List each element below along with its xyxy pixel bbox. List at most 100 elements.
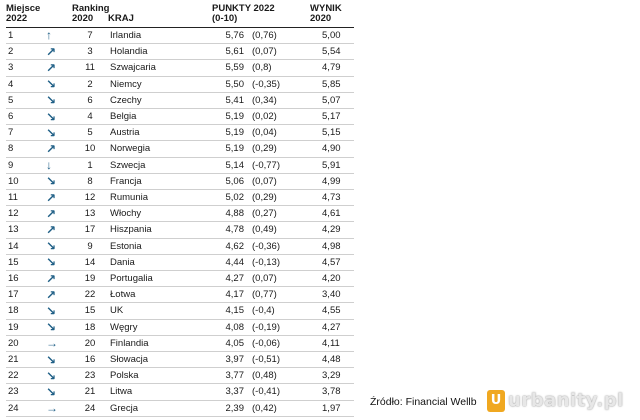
trend-cell: ↘: [46, 302, 72, 320]
table-row: 23 ↘ 21 Litwa 3,37 (-0,41) 3,78: [6, 383, 355, 401]
rank-2020-cell: 12: [72, 189, 108, 207]
trend-cell: ↗: [46, 189, 72, 207]
score-2020-cell: 4,11: [310, 335, 355, 353]
table-row: 7 ↘ 5 Austria 5,19 (0,04) 5,15: [6, 124, 355, 142]
points-2022-cell: 3,97: [212, 351, 248, 369]
score-2020-cell: 3,78: [310, 383, 355, 401]
points-2022-cell: 5,02: [212, 189, 248, 207]
header-points: PUNKTY 2022 (0-10): [212, 4, 311, 28]
points-change-cell: (-0,35): [248, 76, 311, 93]
watermark-text: urbanity.pl: [508, 390, 624, 411]
table-row: 15 ↘ 14 Dania 4,44 (-0,13) 4,57: [6, 254, 355, 272]
table-row: 17 ↗ 22 Łotwa 4,17 (0,77) 3,40: [6, 286, 355, 304]
trend-cell: ↘: [46, 383, 72, 401]
rank-2022-cell: 14: [6, 238, 46, 255]
table-row: 8 ↗ 10 Norwegia 5,19 (0,29) 4,90: [6, 140, 355, 158]
points-change-cell: (0,42): [248, 400, 311, 417]
score-2020-cell: 3,29: [310, 367, 355, 385]
arrow-right-icon: →: [46, 336, 58, 351]
rank-2022-cell: 11: [6, 189, 46, 207]
points-change-cell: (-0,51): [248, 351, 311, 369]
table-row: 21 ↘ 16 Słowacja 3,97 (-0,51) 4,48: [6, 351, 355, 369]
arrow-up-right-icon: ↗: [46, 60, 57, 75]
country-cell: Szwajcaria: [108, 59, 212, 77]
country-cell: Belgia: [108, 108, 212, 126]
points-change-cell: (-0,77): [248, 157, 311, 174]
score-2020-cell: 5,91: [310, 157, 355, 174]
arrow-up-right-icon: ↗: [46, 287, 57, 302]
country-cell: Irlandia: [108, 27, 212, 45]
trend-cell: ↗: [46, 205, 72, 223]
points-change-cell: (0,76): [248, 27, 311, 45]
rank-2022-cell: 12: [6, 205, 46, 223]
arrow-up-right-icon: ↗: [46, 190, 57, 205]
arrow-up-right-icon: ↗: [46, 206, 57, 221]
trend-cell: ↗: [46, 140, 72, 158]
points-change-cell: (-0,06): [248, 335, 311, 353]
rank-2020-cell: 23: [72, 367, 108, 385]
points-change-cell: (0,07): [248, 270, 311, 288]
rank-2020-cell: 8: [72, 173, 108, 191]
arrow-up-right-icon: ↗: [46, 222, 57, 237]
rank-2022-cell: 5: [6, 92, 46, 110]
country-cell: Austria: [108, 124, 212, 142]
arrow-down-right-icon: ↘: [46, 352, 57, 367]
trend-cell: ↘: [46, 319, 72, 336]
rank-2020-cell: 13: [72, 205, 108, 223]
rank-2020-cell: 2: [72, 76, 108, 93]
trend-cell: ↗: [46, 59, 72, 77]
points-change-cell: (-0,4): [248, 302, 311, 320]
table-row: 16 ↗ 19 Portugalia 4,27 (0,07) 4,20: [6, 270, 355, 288]
table-header-row: Miejsce 2022 Ranking 2020 KRAJ PUNKTY 20…: [6, 3, 355, 28]
points-change-cell: (0,07): [248, 173, 311, 191]
rank-2022-cell: 17: [6, 286, 46, 304]
rank-2022-cell: 20: [6, 335, 46, 353]
table-row: 3 ↗ 11 Szwajcaria 5,59 (0,8) 4,79: [6, 59, 355, 77]
score-2020-cell: 5,07: [310, 92, 355, 110]
trend-cell: ↘: [46, 238, 72, 255]
header-rank-2020-line1: Ranking: [72, 3, 110, 14]
points-change-cell: (-0,13): [248, 254, 311, 272]
points-change-cell: (0,29): [248, 140, 311, 158]
header-trend: [46, 4, 72, 28]
trend-cell: ↗: [46, 286, 72, 304]
score-2020-cell: 4,90: [310, 140, 355, 158]
table-row: 13 ↗ 17 Hiszpania 4,78 (0,49) 4,29: [6, 221, 355, 239]
score-2020-cell: 4,61: [310, 205, 355, 223]
header-rank-2020: Ranking 2020: [72, 3, 110, 28]
rank-2022-cell: 18: [6, 302, 46, 320]
points-2022-cell: 5,14: [212, 157, 248, 174]
score-2020-cell: 4,99: [310, 173, 355, 191]
rank-2020-cell: 11: [72, 59, 108, 77]
rank-2020-cell: 3: [72, 43, 108, 61]
points-2022-cell: 4,15: [212, 302, 248, 320]
trend-cell: ↘: [46, 108, 72, 126]
points-change-cell: (0,49): [248, 221, 311, 239]
points-2022-cell: 3,77: [212, 367, 248, 385]
points-change-cell: (-0,36): [248, 238, 311, 255]
rank-2022-cell: 1: [6, 27, 46, 45]
rank-2022-cell: 23: [6, 383, 46, 401]
score-2020-cell: 4,48: [310, 351, 355, 369]
points-2022-cell: 5,59: [212, 59, 248, 77]
table-row: 4 ↘ 2 Niemcy 5,50 (-0,35) 5,85: [6, 76, 355, 93]
score-2020-cell: 5,54: [310, 43, 355, 61]
points-2022-cell: 3,37: [212, 383, 248, 401]
score-2020-cell: 4,57: [310, 254, 355, 272]
score-2020-cell: 1,97: [310, 400, 355, 417]
header-rank-2022-line2: 2022: [6, 13, 28, 24]
rank-2020-cell: 7: [72, 27, 108, 45]
score-2020-cell: 5,15: [310, 124, 355, 142]
country-cell: Estonia: [108, 238, 212, 255]
rank-2022-cell: 16: [6, 270, 46, 288]
arrow-down-right-icon: ↘: [46, 368, 57, 383]
table-row: 9 ↓ 1 Szwecja 5,14 (-0,77) 5,91: [6, 157, 355, 174]
header-country-label: KRAJ: [108, 13, 134, 24]
table-row: 19 ↘ 18 Węgry 4,08 (-0,19) 4,27: [6, 319, 355, 336]
trend-cell: ↘: [46, 367, 72, 385]
rank-2022-cell: 2: [6, 43, 46, 61]
points-2022-cell: 5,50: [212, 76, 248, 93]
arrow-down-right-icon: ↘: [46, 384, 57, 399]
points-change-cell: (0,27): [248, 205, 311, 223]
trend-cell: ↘: [46, 92, 72, 110]
